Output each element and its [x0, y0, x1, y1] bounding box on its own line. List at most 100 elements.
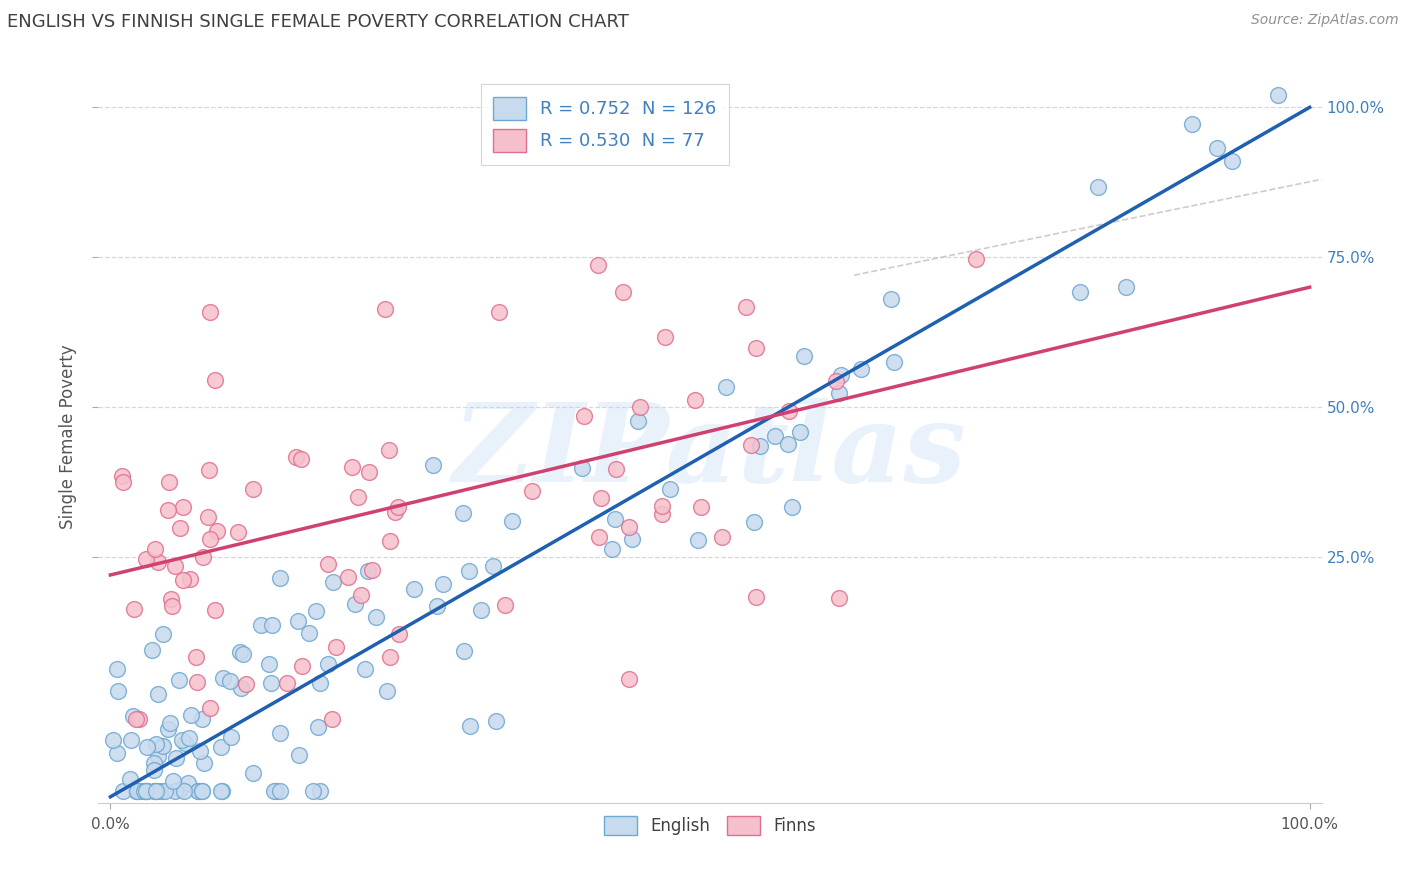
Point	[257, 657, 280, 671]
Point	[965, 252, 987, 266]
Point	[157, 722, 180, 736]
Point	[135, 739, 157, 754]
Point	[748, 439, 770, 453]
Point	[159, 715, 181, 730]
Point	[619, 520, 641, 534]
Point	[152, 627, 174, 641]
Point	[263, 784, 285, 798]
Point	[685, 392, 707, 407]
Point	[378, 650, 401, 665]
Point	[121, 708, 143, 723]
Point	[242, 766, 264, 780]
Point	[778, 437, 800, 451]
Point	[828, 386, 851, 401]
Point	[710, 530, 733, 544]
Point	[204, 603, 226, 617]
Point	[288, 748, 311, 763]
Point	[612, 285, 634, 299]
Point	[135, 551, 157, 566]
Point	[716, 379, 738, 393]
Point	[460, 719, 482, 733]
Point	[571, 461, 593, 475]
Point	[572, 409, 595, 424]
Point	[522, 484, 544, 499]
Point	[122, 602, 145, 616]
Point	[146, 784, 169, 798]
Point	[155, 784, 177, 798]
Point	[1087, 180, 1109, 194]
Point	[186, 675, 208, 690]
Point	[165, 558, 187, 573]
Point	[148, 749, 170, 764]
Point	[1069, 285, 1091, 299]
Point	[360, 563, 382, 577]
Point	[621, 532, 644, 546]
Point	[111, 468, 134, 483]
Text: ZIPatlas: ZIPatlas	[453, 398, 967, 506]
Point	[501, 514, 523, 528]
Point	[627, 414, 650, 428]
Point	[387, 500, 409, 514]
Point	[193, 549, 215, 564]
Point	[134, 784, 156, 798]
Point	[302, 784, 325, 798]
Point	[588, 258, 610, 272]
Point	[200, 701, 222, 715]
Point	[740, 438, 762, 452]
Point	[260, 618, 283, 632]
Point	[157, 475, 180, 489]
Point	[619, 672, 641, 686]
Point	[782, 500, 804, 515]
Point	[325, 640, 347, 654]
Point	[135, 784, 157, 798]
Point	[229, 681, 252, 695]
Point	[190, 712, 212, 726]
Point	[105, 746, 128, 760]
Point	[309, 675, 332, 690]
Point	[686, 533, 709, 547]
Point	[127, 784, 149, 798]
Point	[763, 429, 786, 443]
Point	[231, 647, 253, 661]
Point	[402, 582, 425, 596]
Point	[316, 657, 339, 671]
Legend: English, Finns: English, Finns	[598, 809, 823, 842]
Point	[1206, 141, 1229, 155]
Text: ENGLISH VS FINNISH SINGLE FEMALE POVERTY CORRELATION CHART: ENGLISH VS FINNISH SINGLE FEMALE POVERTY…	[7, 13, 628, 31]
Point	[173, 500, 195, 514]
Point	[388, 627, 411, 641]
Point	[197, 510, 219, 524]
Point	[148, 687, 170, 701]
Point	[136, 784, 159, 798]
Point	[198, 463, 221, 477]
Point	[142, 784, 165, 798]
Point	[141, 643, 163, 657]
Point	[187, 783, 209, 797]
Point	[494, 598, 516, 612]
Point	[690, 500, 713, 515]
Point	[309, 784, 332, 798]
Point	[120, 772, 142, 787]
Point	[191, 784, 214, 798]
Point	[1115, 280, 1137, 294]
Point	[169, 521, 191, 535]
Point	[658, 482, 681, 496]
Point	[211, 784, 233, 798]
Point	[1267, 88, 1289, 103]
Point	[375, 684, 398, 698]
Point	[269, 784, 291, 798]
Point	[188, 744, 211, 758]
Point	[628, 400, 651, 414]
Point	[290, 452, 312, 467]
Point	[111, 475, 134, 490]
Point	[156, 503, 179, 517]
Point	[287, 614, 309, 628]
Point	[883, 355, 905, 369]
Point	[145, 784, 167, 798]
Point	[291, 658, 314, 673]
Point	[276, 676, 298, 690]
Point	[605, 461, 627, 475]
Point	[357, 565, 380, 579]
Point	[165, 751, 187, 765]
Point	[129, 784, 152, 798]
